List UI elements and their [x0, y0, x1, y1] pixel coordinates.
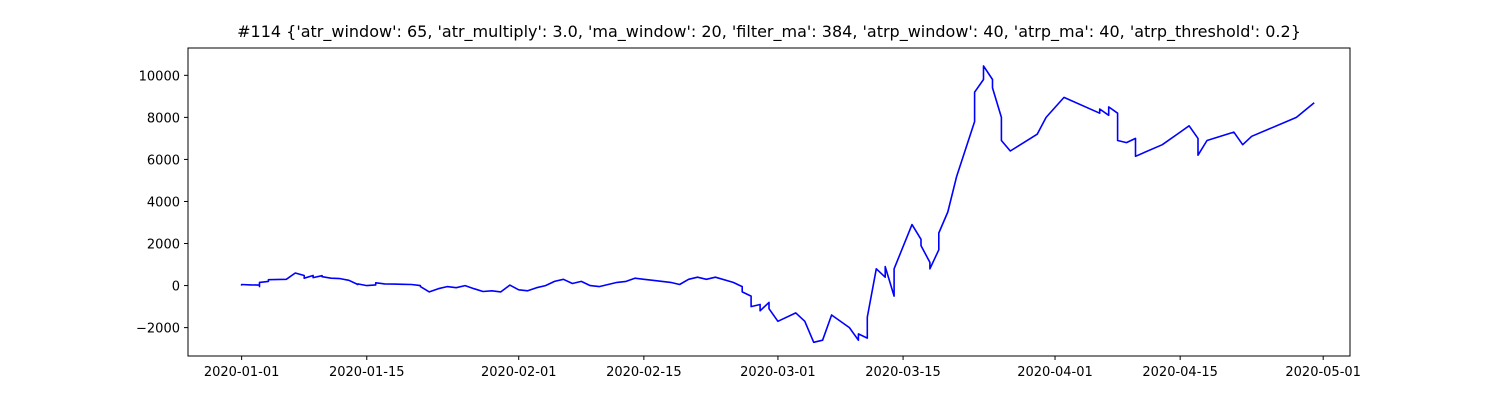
x-tick-label: 2020-02-01 [481, 365, 557, 380]
x-tick-label: 2020-03-01 [740, 365, 816, 380]
y-tick-label: 2000 [147, 238, 180, 253]
plot-frame [187, 47, 1351, 357]
x-tick-label: 2020-04-01 [1017, 365, 1093, 380]
y-tick-label: 8000 [147, 111, 180, 126]
y-tick-label: 6000 [147, 153, 180, 168]
x-tick-label: 2020-04-15 [1142, 365, 1218, 380]
series-line [240, 65, 1315, 344]
x-tick-label: 2020-03-15 [865, 365, 941, 380]
y-tick-label: −2000 [136, 322, 180, 337]
x-tick-label: 2020-05-01 [1285, 365, 1361, 380]
x-tick-label: 2020-01-15 [329, 365, 405, 380]
x-tick-label: 2020-01-01 [204, 365, 280, 380]
y-tick-label: 10000 [139, 69, 180, 84]
y-axis: −2000 0 2000 4000 6000 8000 10000 [136, 69, 188, 337]
x-tick-label: 2020-02-15 [606, 365, 682, 380]
y-tick-label: 4000 [147, 195, 180, 210]
x-axis: 2020-01-01 2020-01-15 2020-02-01 2020-02-15… [204, 356, 1361, 380]
y-tick-label: 0 [172, 280, 180, 295]
chart-title: #114 {'atr_window': 65, 'atr_multiply': … [237, 22, 1301, 41]
